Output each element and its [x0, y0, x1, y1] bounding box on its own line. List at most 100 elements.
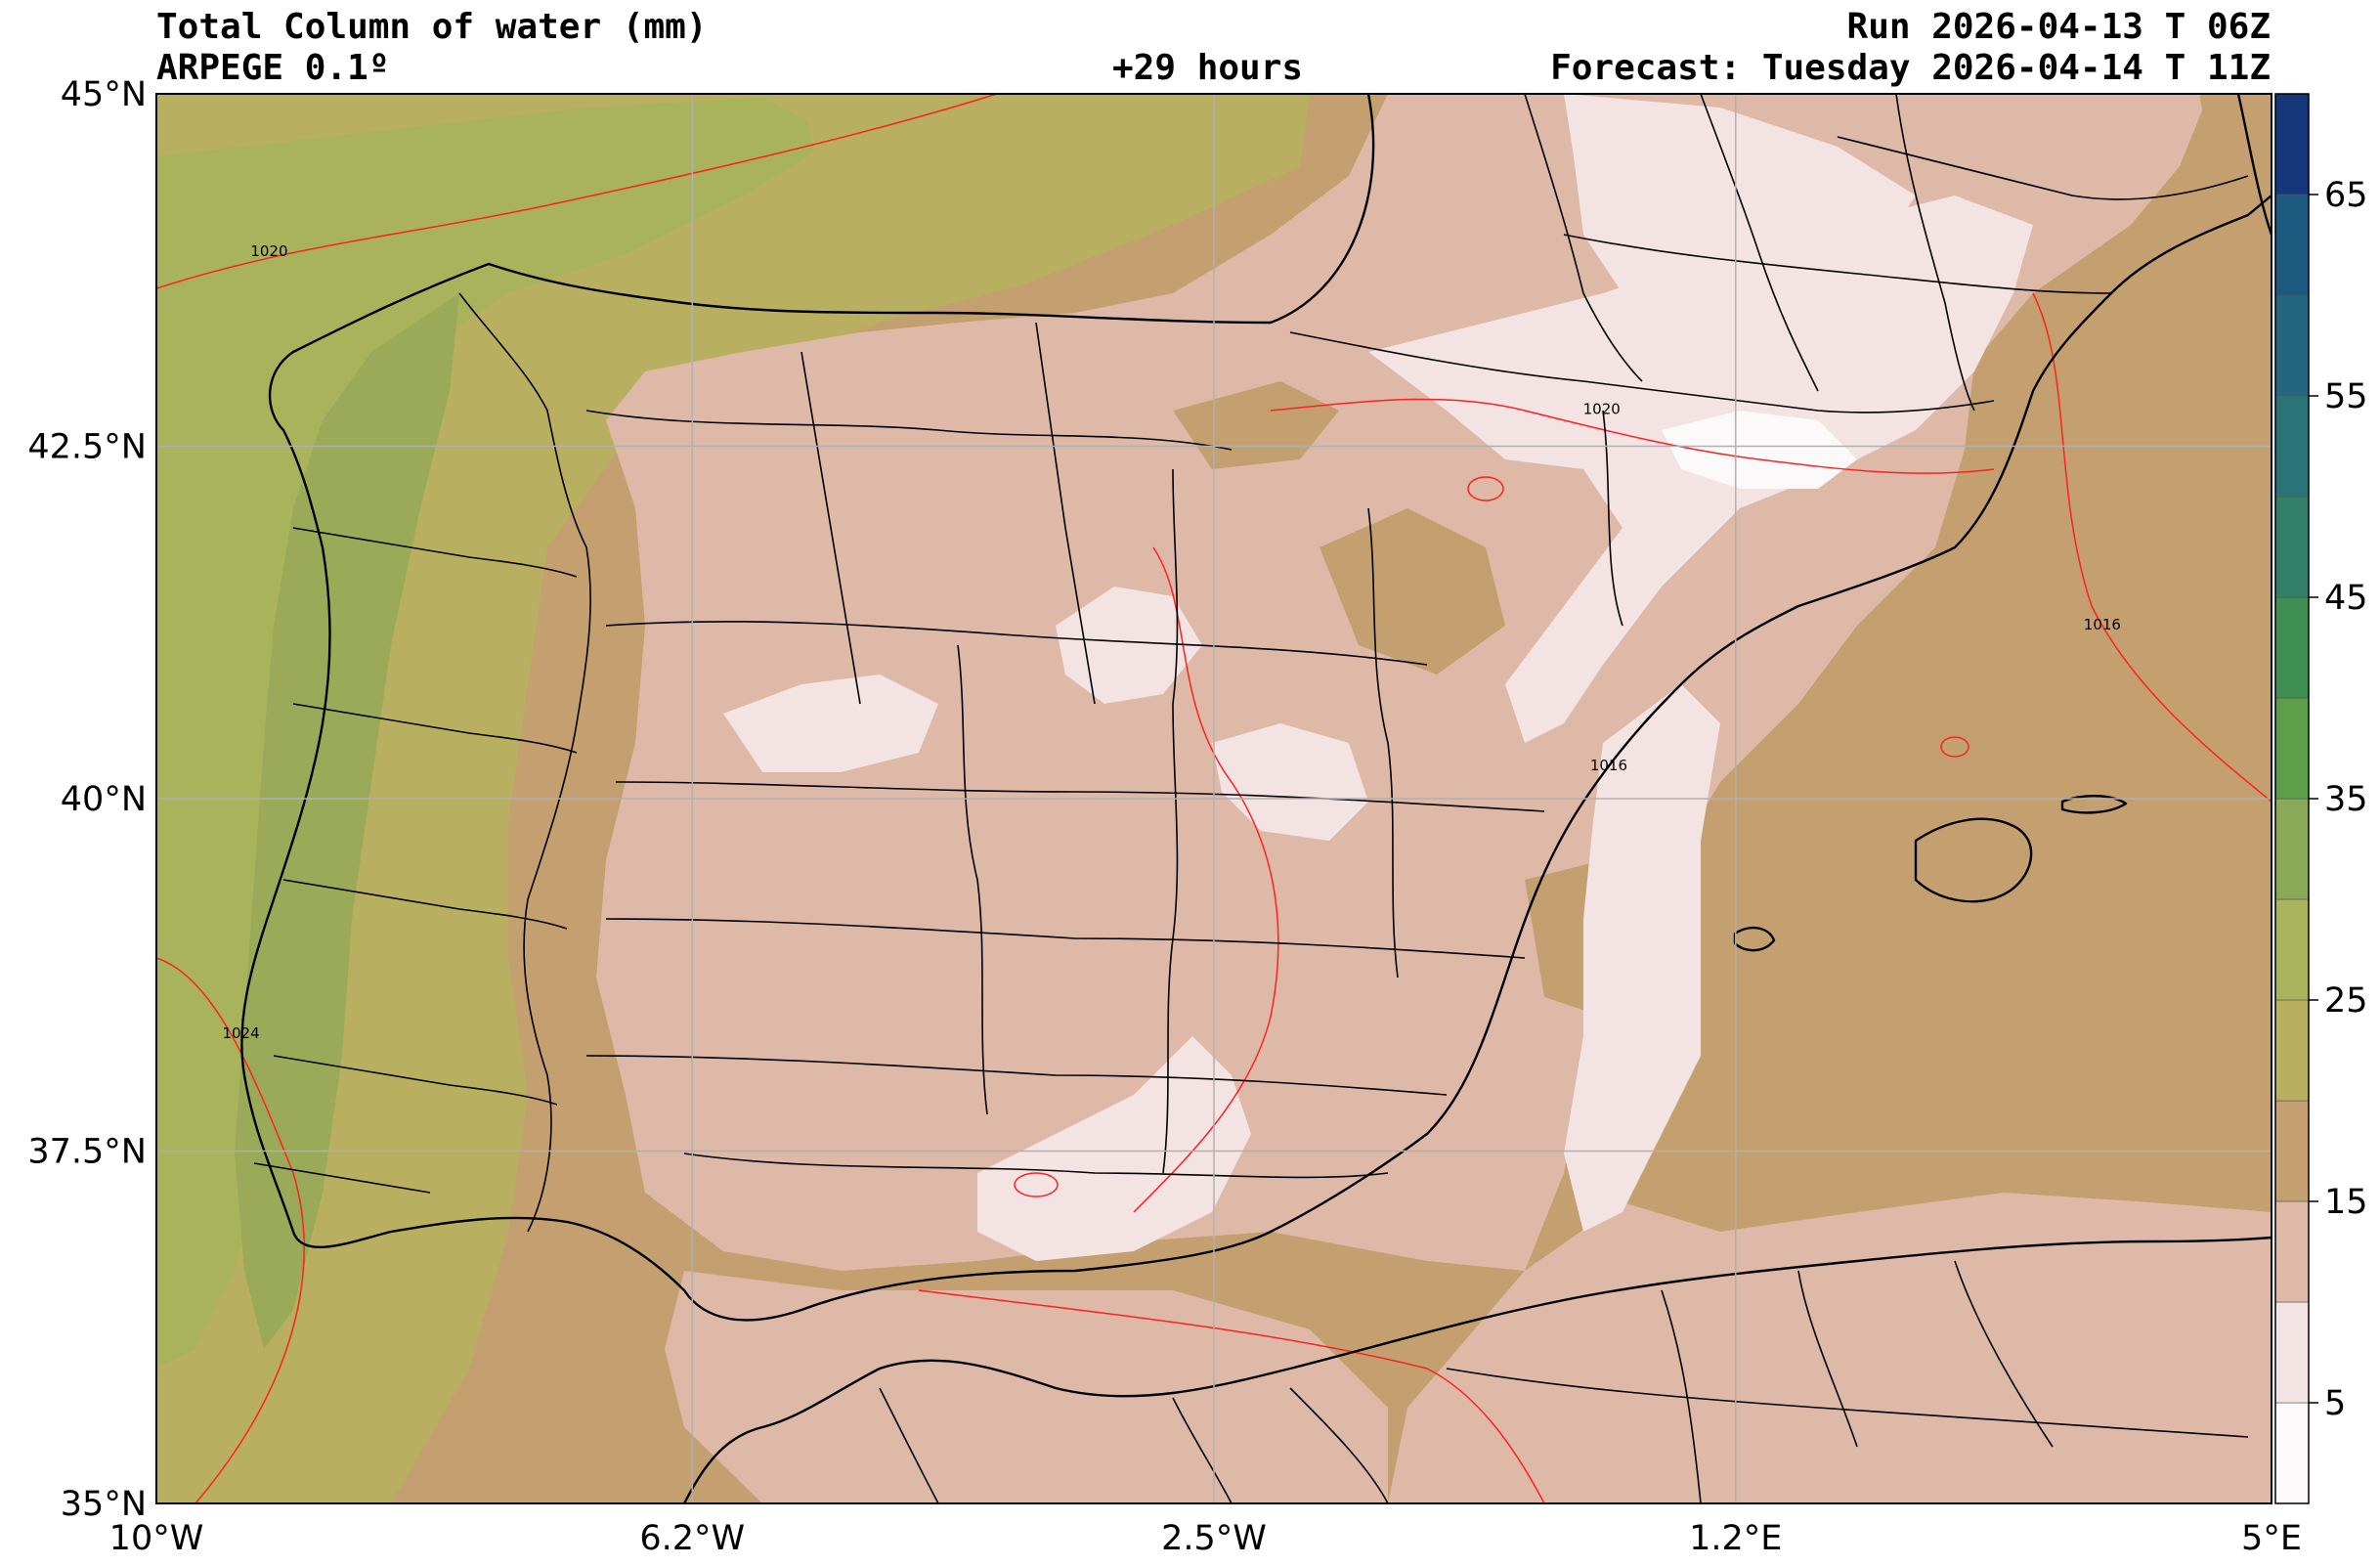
border-pyrenees [1289, 331, 1995, 413]
colorbar-tick-label: 15 [2324, 1183, 2368, 1222]
isobar-1024-west [156, 957, 305, 1503]
colorbar-segment-11 [2274, 294, 2310, 397]
latitude-ticks: 45°N 42.5°N 40°N 37.5°N 35°N [27, 75, 147, 1524]
central-field-5-10-a [1056, 587, 1202, 704]
menorca-coastline [2060, 795, 2128, 814]
balearic-sea-field-15-20 [1877, 274, 2272, 1153]
border-portugal-2 [292, 703, 578, 754]
border-north-2 [801, 351, 861, 705]
border-france-5 [1895, 94, 1975, 412]
south-field-10-15 [665, 1271, 1388, 1503]
isobar-1016-east [2032, 292, 2272, 803]
isobar-1020-north [156, 94, 998, 289]
map-title: Total Column of water (mm) [156, 7, 708, 47]
lon-tick-label: 2.5°W [1161, 1519, 1267, 1558]
colorbar-tick-label: 25 [2324, 981, 2368, 1021]
isobar-label: 1016 [2084, 616, 2121, 633]
border-south-2 [683, 1153, 1389, 1179]
colorbar-segment-8 [2274, 596, 2310, 699]
corsica-sardinia-coastline [2236, 94, 2272, 236]
longitude-ticks: 10°W 6.2°W 2.5°W 1.2°E 5°E [109, 1519, 2302, 1558]
plot-frame [155, 93, 2272, 1504]
colorbar-tick-label: 55 [2324, 377, 2368, 416]
border-france-4 [1563, 234, 2112, 294]
iberia-coastline [240, 94, 2272, 1322]
coastlines [240, 94, 2272, 1503]
border-vertical-2 [1367, 507, 1399, 979]
lon-tick-label: 5°E [2241, 1519, 2302, 1558]
model-label: ARPEGE 0.1º [156, 48, 390, 88]
lat-tick-label: 45°N [61, 75, 147, 114]
lat-tick-label: 42.5°N [27, 428, 147, 467]
border-france-2 [1700, 94, 1819, 392]
border-africa-5 [1954, 1260, 2054, 1448]
central-field-5-10-c [1212, 723, 1368, 841]
colorbar-segment-12 [2274, 194, 2310, 296]
border-center-1 [605, 621, 1428, 666]
isobar-closed-1 [1467, 476, 1504, 501]
isobar-lines [156, 94, 2272, 1503]
colorbar-segment-5 [2274, 898, 2310, 1001]
province-borders [253, 94, 2249, 1503]
border-north-3 [1035, 322, 1096, 705]
colorbar-tick-label: 45 [2324, 579, 2368, 618]
colorbar-tick-label: 5 [2324, 1384, 2346, 1423]
border-africa-3 [1661, 1289, 1702, 1503]
isobar-1016-interior [1133, 546, 1279, 1213]
mallorca-coastline [1914, 817, 2033, 903]
biscay-field-20-25 [801, 94, 1310, 303]
border-portugal-1 [292, 527, 578, 578]
interior-field-15-20-b [1320, 508, 1505, 674]
lat-tick-label: 35°N [61, 1485, 147, 1524]
isobar-closed-3 [1014, 1172, 1059, 1197]
border-portugal-3 [282, 879, 568, 930]
lon-tick-label: 10°W [109, 1519, 204, 1558]
north-africa-coastline [682, 1236, 2272, 1503]
run-time: Run 2026-04-13 T 06Z [1846, 7, 2271, 47]
colorbar-segment-0 [2274, 1402, 2310, 1504]
graticule [156, 94, 2272, 1503]
colorbar-segment-6 [2274, 798, 2310, 900]
isobar-label: 1020 [1583, 400, 1621, 417]
colorbar-segment-7 [2274, 697, 2310, 800]
border-vertical-3 [957, 644, 988, 1115]
east-field-10-15 [1388, 1193, 2272, 1503]
lat-tick-label: 40°N [61, 780, 147, 819]
isobar-label: 1016 [1590, 757, 1627, 774]
gulf-lion-field-15-20 [2199, 94, 2272, 176]
forecast-time: Forecast: Tuesday 2026-04-14 T 11Z [1550, 48, 2271, 88]
isobar-1020-ebro [1270, 398, 1995, 474]
border-vertical-1 [1162, 468, 1179, 1174]
isobar-closed-2 [1940, 736, 1969, 758]
northeast-field-5-10 [1564, 94, 1916, 313]
border-africa-6 [1446, 1368, 2249, 1438]
border-france-1 [1524, 94, 1643, 382]
mediterranean-field-5-10 [1564, 684, 1720, 1232]
isobar-label: 1020 [250, 242, 287, 260]
colorbar-segment-10 [2274, 395, 2310, 498]
colorbar: 5 15 25 35 45 55 65 [2274, 93, 2368, 1504]
lead-time: +29 hours [1112, 48, 1304, 88]
isobar-labels: 1020 1020 1016 1016 1024 [222, 242, 2121, 1042]
border-south-1 [585, 1055, 1448, 1096]
colorbar-segment-3 [2274, 1100, 2310, 1202]
border-africa-2 [1172, 1397, 1233, 1503]
southeast-field-5-10 [977, 1036, 1251, 1261]
colorbar-segment-4 [2274, 999, 2310, 1102]
ebro-field-0-5 [1662, 411, 1857, 489]
border-africa-4 [1797, 1270, 1858, 1448]
border-portugal-spain [458, 292, 591, 1233]
colorbar-tick-label: 35 [2324, 780, 2368, 819]
colorbar-tick-label: 65 [2324, 176, 2368, 215]
colorbar-segment-1 [2274, 1301, 2310, 1404]
isobar-label: 1024 [222, 1024, 259, 1042]
lat-tick-label: 37.5°N [27, 1133, 147, 1172]
colorbar-segment-2 [2274, 1200, 2310, 1303]
map-plot-area: 1020 1020 1016 1016 1024 [156, 94, 2272, 1503]
ibiza-coastline [1733, 926, 1776, 952]
border-africa-1 [879, 1387, 939, 1503]
colorbar-segment-9 [2274, 496, 2310, 598]
border-portugal-5 [253, 1162, 431, 1194]
border-portugal-4 [273, 1055, 558, 1106]
